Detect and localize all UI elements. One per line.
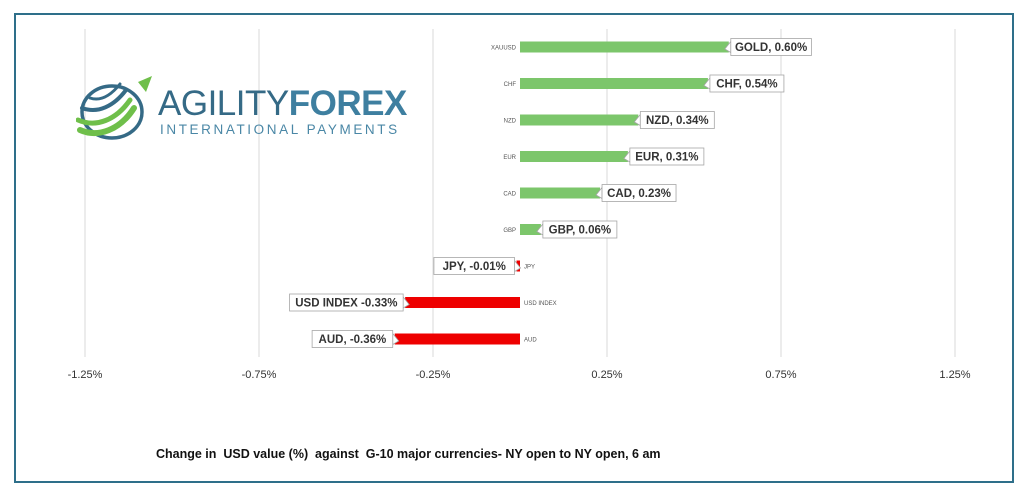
- data-label-box: [601, 184, 677, 202]
- bar: [405, 297, 520, 308]
- data-label: NZD, 0.34%: [646, 115, 709, 127]
- x-tick-label: 1.25%: [939, 369, 970, 381]
- logo-wordmark: AGILITYFOREX: [158, 86, 407, 121]
- data-label: JPY, -0.01%: [443, 261, 506, 273]
- chart-caption: Change in USD value (%) against G-10 maj…: [156, 447, 661, 461]
- category-label: GBP: [503, 228, 516, 234]
- data-label-box: [433, 257, 515, 275]
- data-label-box: [289, 293, 404, 312]
- data-label-box: [542, 220, 618, 239]
- logo-word-forex: FOREX: [288, 84, 408, 123]
- category-label: JPY: [524, 265, 535, 271]
- data-label: USD INDEX -0.33%: [295, 298, 397, 310]
- data-label: GBP, 0.06%: [549, 225, 611, 237]
- category-label: EUR: [503, 155, 516, 161]
- data-label: CAD, 0.23%: [607, 188, 671, 200]
- x-tick-label: -0.25%: [416, 369, 451, 381]
- bar: [520, 114, 639, 126]
- data-label-box: [709, 74, 785, 93]
- data-label-box: [730, 38, 812, 56]
- data-label-box: [311, 330, 394, 348]
- data-label: CHF, 0.54%: [716, 79, 777, 91]
- bar: [394, 333, 520, 345]
- logo-word-agility: AGILITY: [158, 84, 289, 123]
- category-label: XAUUSD: [491, 46, 517, 52]
- x-tick-label: -0.75%: [242, 369, 277, 381]
- category-label: AUD: [524, 338, 537, 344]
- data-label: EUR, 0.31%: [635, 152, 698, 164]
- bar: [520, 151, 628, 162]
- x-tick-label: 0.75%: [765, 369, 796, 381]
- bar: [520, 187, 601, 199]
- chart-frame: [14, 13, 1014, 483]
- category-label: NZD: [504, 119, 517, 125]
- category-label: CHF: [504, 82, 517, 88]
- bar: [520, 78, 708, 89]
- category-label: USD INDEX: [524, 301, 557, 307]
- data-label: AUD, -0.36%: [319, 334, 387, 346]
- data-label-box: [639, 111, 715, 129]
- data-label: GOLD, 0.60%: [735, 42, 807, 54]
- logo-subtitle: INTERNATIONAL PAYMENTS: [160, 122, 400, 137]
- bar: [520, 224, 541, 235]
- category-label: CAD: [503, 192, 516, 198]
- data-label-box: [629, 147, 705, 166]
- agility-forex-logo: AGILITYFOREX INTERNATIONAL PAYMENTS: [75, 72, 407, 147]
- x-tick-label: 0.25%: [591, 369, 622, 381]
- swoosh-arrow-icon: [75, 76, 152, 140]
- x-tick-label: -1.25%: [68, 369, 103, 381]
- bar: [520, 41, 729, 53]
